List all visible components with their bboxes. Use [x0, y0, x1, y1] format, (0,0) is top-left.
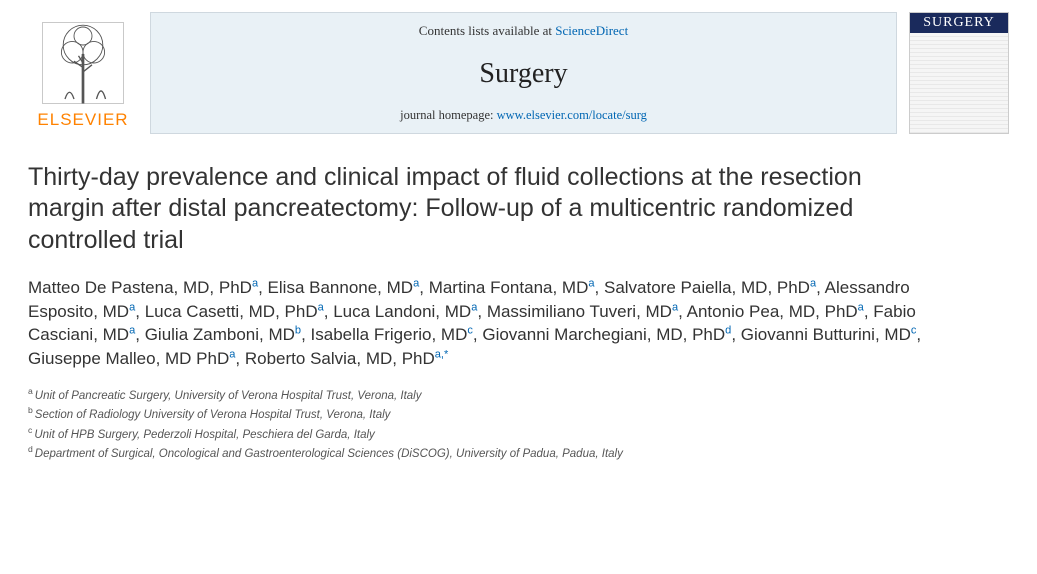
- affiliation-text: Department of Surgical, Oncological and …: [35, 448, 623, 460]
- elsevier-tree-icon: [38, 18, 128, 108]
- affiliation-label: d: [28, 444, 33, 454]
- homepage-prefix: journal homepage:: [400, 108, 497, 122]
- affiliation-line: bSection of Radiology University of Vero…: [28, 404, 1009, 424]
- affiliation-line: dDepartment of Surgical, Oncological and…: [28, 443, 1009, 463]
- journal-header-banner: ELSEVIER Contents lists available at Sci…: [28, 12, 1009, 134]
- author: Roberto Salvia, MD, PhDa,*: [245, 349, 448, 368]
- affiliation-label: a: [28, 386, 33, 396]
- author-affiliation-marker: a: [229, 348, 235, 360]
- publisher-name: ELSEVIER: [37, 110, 128, 130]
- author: Giovanni Marchegiani, MD, PhDd: [482, 325, 731, 344]
- author-affiliation-marker: a: [252, 277, 258, 289]
- author-affiliation-marker: a: [318, 301, 324, 313]
- author-affiliation-marker: a: [129, 325, 135, 337]
- affiliation-text: Unit of HPB Surgery, Pederzoli Hospital,…: [34, 429, 374, 441]
- homepage-link[interactable]: www.elsevier.com/locate/surg: [497, 108, 647, 122]
- author-affiliation-marker: a: [858, 301, 864, 313]
- author-affiliation-marker: a: [413, 277, 419, 289]
- sciencedirect-link[interactable]: ScienceDirect: [555, 23, 628, 38]
- contents-line: Contents lists available at ScienceDirec…: [419, 23, 628, 39]
- author-affiliation-marker: a: [471, 301, 477, 313]
- homepage-line: journal homepage: www.elsevier.com/locat…: [400, 108, 647, 123]
- author-affiliation-marker: a: [129, 301, 135, 313]
- contents-prefix: Contents lists available at: [419, 23, 555, 38]
- publisher-logo-block: ELSEVIER: [28, 12, 138, 134]
- author: Giovanni Butturini, MDc: [741, 325, 917, 344]
- author: Giuseppe Malleo, MD PhDa: [28, 349, 235, 368]
- affiliation-label: b: [28, 405, 33, 415]
- author: Massimiliano Tuveri, MDa: [487, 302, 678, 321]
- author: Antonio Pea, MD, PhDa: [687, 302, 864, 321]
- author: Matteo De Pastena, MD, PhDa: [28, 278, 258, 297]
- author-list: Matteo De Pastena, MD, PhDa, Elisa Banno…: [28, 276, 948, 371]
- cover-body: [910, 33, 1008, 133]
- author-affiliation-marker: a: [672, 301, 678, 313]
- author: Luca Casetti, MD, PhDa: [145, 302, 324, 321]
- author-affiliation-marker: d: [725, 325, 731, 337]
- affiliation-list: aUnit of Pancreatic Surgery, University …: [28, 385, 1009, 463]
- affiliation-text: Unit of Pancreatic Surgery, University o…: [35, 390, 422, 402]
- author: Salvatore Paiella, MD, PhDa: [604, 278, 816, 297]
- author-affiliation-marker: b: [295, 325, 301, 337]
- affiliation-text: Section of Radiology University of Veron…: [35, 409, 391, 421]
- author-affiliation-marker: c: [467, 325, 473, 337]
- author-affiliation-marker: a: [810, 277, 816, 289]
- affiliation-label: c: [28, 425, 32, 435]
- cover-title: SURGERY: [910, 13, 1008, 33]
- journal-name: Surgery: [479, 58, 567, 90]
- author-affiliation-marker: a: [588, 277, 594, 289]
- author: Giulia Zamboni, MDb: [145, 325, 301, 344]
- affiliation-line: aUnit of Pancreatic Surgery, University …: [28, 385, 1009, 405]
- banner-center: Contents lists available at ScienceDirec…: [150, 12, 897, 134]
- journal-cover-thumbnail: SURGERY: [909, 12, 1009, 134]
- author: Martina Fontana, MDa: [429, 278, 595, 297]
- author: Isabella Frigerio, MDc: [311, 325, 473, 344]
- article-title: Thirty-day prevalence and clinical impac…: [28, 162, 908, 256]
- author-affiliation-marker: c: [911, 325, 917, 337]
- affiliation-line: cUnit of HPB Surgery, Pederzoli Hospital…: [28, 424, 1009, 444]
- author-affiliation-marker: a,*: [435, 348, 449, 360]
- author: Luca Landoni, MDa: [333, 302, 477, 321]
- author: Elisa Bannone, MDa: [268, 278, 420, 297]
